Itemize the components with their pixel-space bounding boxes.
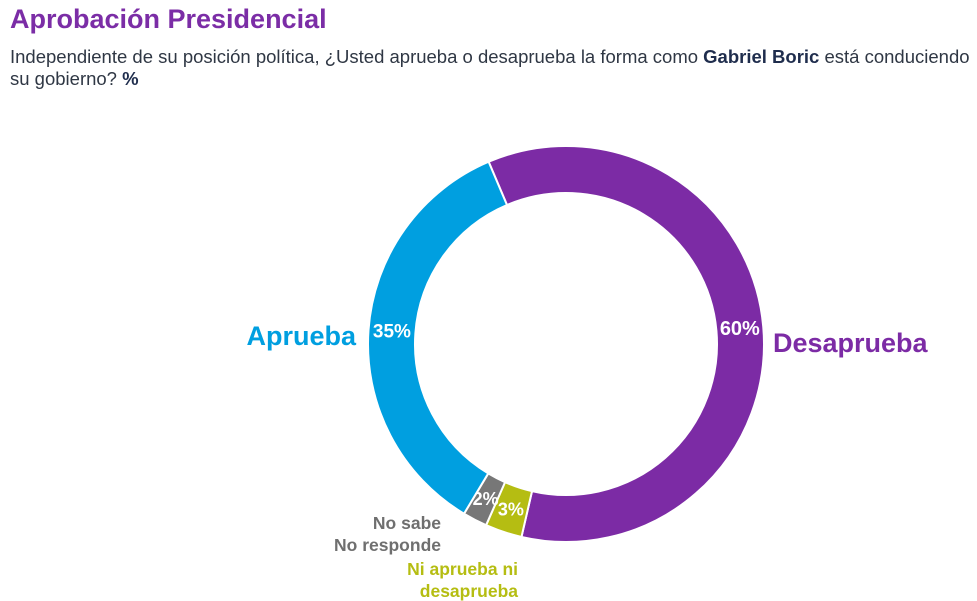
question-text: Independiente de su posición política, ¿… (10, 46, 970, 90)
value-label-desaprueba: 60% (720, 318, 760, 340)
slice-aprueba (367, 160, 509, 516)
question-part2: está conduciendo su gobierno? (10, 46, 970, 89)
value-label-aprueba: 35% (373, 321, 411, 342)
question-part1: Independiente de su posición política, ¿… (10, 46, 704, 67)
category-label-ni-aprueba-ni-desaprueba-line-1: Ni aprueba ni (407, 559, 518, 579)
category-label-no-sabe-no-responde-line-1: No sabe (373, 513, 441, 533)
chart-title: Aprobación Presidencial (10, 4, 327, 34)
value-label-no-sabe-no-responde: 2% (473, 489, 499, 509)
category-label-ni-aprueba-ni-desaprueba-line-2: desaprueba (420, 581, 518, 601)
president-name: Gabriel Boric (703, 46, 820, 67)
slice-desaprueba (487, 145, 765, 543)
category-label-desaprueba: Desaprueba (773, 328, 929, 358)
value-label-ni-aprueba-ni-desaprueba: 3% (498, 500, 524, 520)
category-label-aprueba: Aprueba (246, 321, 357, 351)
unit-label: % (122, 68, 139, 89)
category-label-no-sabe-no-responde-line-2: No responde (334, 535, 441, 555)
